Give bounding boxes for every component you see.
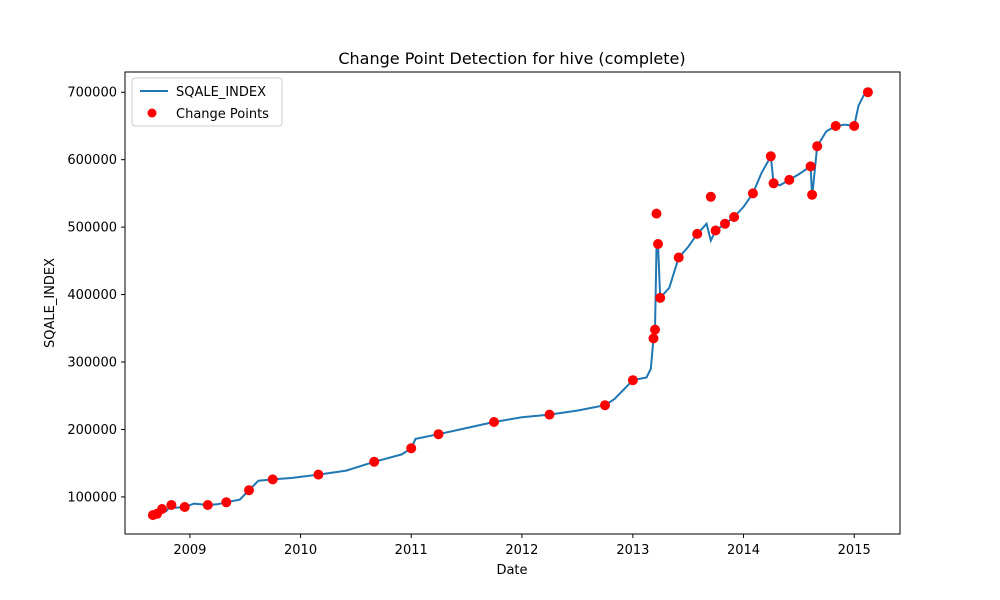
- change-point: [673, 252, 684, 263]
- change-point: [157, 504, 167, 514]
- change-point: [544, 409, 555, 420]
- change-point: [812, 141, 823, 152]
- x-tick-label: 2014: [727, 543, 760, 558]
- change-point: [692, 228, 703, 239]
- x-tick-label: 2011: [395, 543, 428, 558]
- change-point: [651, 208, 662, 219]
- change-point: [313, 469, 324, 480]
- change-point: [627, 375, 638, 386]
- change-point: [221, 497, 232, 508]
- change-point: [244, 485, 254, 496]
- change-point: [710, 225, 721, 236]
- x-axis: 2009 2010 2011 2012 2013 2014 2015: [173, 534, 871, 558]
- change-point: [807, 189, 818, 200]
- change-point: [433, 429, 444, 440]
- plot-area: [147, 87, 873, 521]
- change-point: [648, 333, 659, 344]
- change-point: [369, 456, 380, 467]
- change-point: [267, 474, 278, 485]
- change-point: [600, 400, 610, 411]
- legend: SQALE_INDEX Change Points: [131, 77, 283, 127]
- x-tick-label: 2015: [838, 543, 871, 558]
- change-point: [489, 417, 499, 427]
- y-tick-label: 700000: [67, 86, 117, 101]
- change-point: [650, 324, 660, 335]
- x-axis-title: Date: [496, 563, 527, 578]
- y-axis: 100000 200000 300000 400000 500000 600000 7000…: [67, 86, 125, 505]
- change-point: [862, 87, 873, 98]
- x-tick-label: 2010: [284, 543, 317, 558]
- y-tick-label: 600000: [67, 153, 117, 168]
- change-point: [653, 239, 663, 249]
- change-point: [406, 443, 417, 454]
- legend-point-swatch: [147, 108, 157, 118]
- y-tick-label: 400000: [67, 288, 117, 303]
- legend-label-points: Change Points: [176, 107, 269, 122]
- change-point: [655, 292, 666, 303]
- change-point: [166, 500, 177, 510]
- plot-frame: [124, 71, 901, 535]
- change-point: [705, 191, 716, 202]
- change-point: [202, 500, 213, 510]
- change-point: [784, 174, 795, 185]
- y-tick-label: 100000: [67, 490, 117, 505]
- change-point: [849, 121, 860, 131]
- y-tick-label: 200000: [67, 423, 117, 438]
- x-tick-label: 2013: [616, 543, 649, 558]
- change-point: [720, 218, 730, 229]
- y-tick-label: 300000: [67, 356, 117, 371]
- change-point: [830, 121, 841, 131]
- change-point: [179, 502, 190, 512]
- y-axis-title: SQALE_INDEX: [43, 258, 58, 348]
- change-point: [805, 161, 816, 172]
- change-point: [768, 178, 779, 189]
- legend-label-line: SQALE_INDEX: [176, 85, 266, 100]
- chart-title: Change Point Detection for hive (complet…: [338, 49, 685, 68]
- change-point: [765, 151, 776, 162]
- x-tick-label: 2012: [505, 543, 538, 558]
- change-point: [729, 212, 740, 222]
- x-tick-label: 2009: [173, 543, 206, 558]
- change-point: [747, 188, 758, 199]
- y-tick-label: 500000: [67, 221, 117, 236]
- legend-box: [131, 77, 283, 127]
